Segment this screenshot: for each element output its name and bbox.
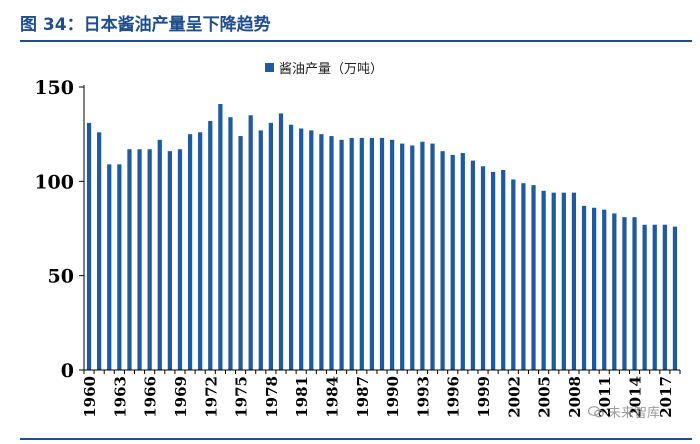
bar-2011 (602, 209, 607, 370)
bar-1986 (349, 137, 354, 370)
bar-1988 (369, 137, 375, 370)
bar-1995 (440, 151, 445, 370)
x-tick-label-2017: 2017 (657, 376, 675, 418)
bar-1981 (299, 128, 304, 370)
bar-1962 (107, 164, 112, 370)
x-tick-label-1978: 1978 (263, 376, 281, 418)
bar-1973 (218, 103, 223, 370)
bar-1996 (450, 154, 455, 370)
bar-2010 (592, 207, 597, 370)
x-tick-label-2011: 2011 (596, 376, 614, 418)
x-tick-label-2005: 2005 (536, 376, 554, 418)
bar-2007 (561, 192, 566, 370)
bar-1971 (198, 132, 203, 370)
bar-2000 (491, 171, 496, 370)
bar-2006 (551, 192, 556, 370)
bar-1983 (319, 134, 324, 370)
bar-1976 (248, 115, 253, 370)
bar-2003 (521, 183, 526, 370)
x-tick-label-1972: 1972 (202, 376, 220, 418)
wechat-icon (588, 405, 604, 417)
bar-2018 (672, 226, 678, 370)
legend-label: 酱油产量（万吨） (279, 62, 384, 77)
bar-1966 (147, 149, 152, 370)
x-tick-label-1960: 1960 (81, 376, 99, 418)
x-tick-label-1966: 1966 (142, 376, 160, 418)
bar-2016 (652, 224, 657, 370)
bar-2009 (581, 205, 587, 370)
x-tick-label-1963: 1963 (111, 376, 129, 418)
bar-1968 (167, 151, 172, 370)
bar-1972 (208, 120, 213, 371)
bar-1965 (137, 149, 142, 370)
x-tick-label-1984: 1984 (323, 376, 341, 418)
y-tick-label-50: 50 (48, 266, 74, 288)
y-tick-label-100: 100 (34, 171, 74, 193)
legend-swatch (265, 63, 274, 72)
bar-2017 (662, 224, 667, 370)
x-tick-label-1996: 1996 (445, 376, 463, 418)
bar-1980 (288, 124, 294, 370)
x-tick-label-1981: 1981 (293, 376, 311, 418)
bar-1997 (460, 153, 465, 370)
bar-1989 (379, 137, 385, 370)
bar-1964 (127, 149, 132, 370)
bar-1960 (86, 122, 92, 370)
bar-1985 (339, 139, 344, 370)
bar-1977 (258, 130, 263, 370)
figure-title: 图 34：日本酱油产量呈下降趋势 (20, 15, 271, 35)
bar-2014 (632, 217, 637, 370)
bar-1984 (329, 136, 334, 370)
bar-1994 (430, 143, 435, 370)
bar-1993 (420, 141, 425, 370)
legend: 酱油产量（万吨） (265, 58, 383, 77)
watermark: 未来智库 (588, 402, 660, 421)
x-tick-label-2008: 2008 (566, 376, 584, 418)
bar-1961 (97, 132, 102, 370)
x-tick-label-1990: 1990 (384, 376, 402, 418)
title-divider (20, 40, 692, 42)
bar-2008 (571, 192, 577, 370)
bar-1991 (400, 143, 405, 370)
bar-2001 (501, 170, 506, 370)
bar-1963 (117, 164, 122, 370)
bar-2005 (541, 190, 546, 370)
bar-1970 (187, 134, 193, 370)
bar-1982 (309, 130, 314, 370)
bar-1974 (228, 117, 233, 370)
bar-1987 (359, 137, 364, 370)
x-tick-label-1999: 1999 (475, 376, 493, 418)
x-tick-label-2002: 2002 (505, 376, 523, 418)
x-tick-label-2014: 2014 (627, 376, 645, 418)
y-tick-label-150: 150 (34, 77, 74, 99)
bar-2013 (622, 217, 627, 370)
bar-2015 (642, 224, 647, 370)
bar-1998 (470, 160, 476, 370)
bar-1969 (177, 149, 183, 370)
bar-1978 (268, 122, 273, 370)
bar-1990 (389, 139, 395, 370)
y-tick-label-0: 0 (61, 360, 74, 382)
bar-2002 (511, 179, 516, 370)
bar-1967 (157, 139, 162, 370)
bar-1999 (480, 166, 486, 370)
x-tick-label-1987: 1987 (354, 376, 372, 418)
bottom-divider (20, 438, 692, 440)
bar-1979 (278, 113, 284, 370)
bar-1975 (238, 136, 243, 370)
bar-2004 (531, 185, 536, 370)
bar-2012 (612, 213, 617, 370)
bar-1992 (410, 145, 415, 370)
x-tick-label-1993: 1993 (414, 376, 432, 418)
x-tick-label-1975: 1975 (233, 376, 251, 418)
watermark-text: 未来智库 (608, 406, 661, 421)
x-tick-label-1969: 1969 (172, 376, 190, 418)
